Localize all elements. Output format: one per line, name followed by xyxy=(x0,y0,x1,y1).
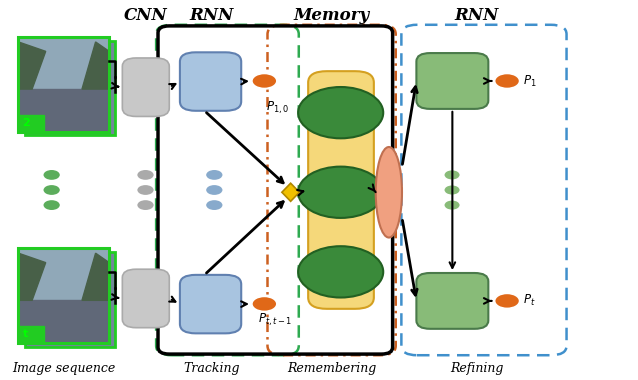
Circle shape xyxy=(206,170,223,180)
Text: $P_1$: $P_1$ xyxy=(523,73,537,89)
Circle shape xyxy=(252,73,277,89)
Ellipse shape xyxy=(376,147,402,238)
Text: Refining: Refining xyxy=(450,361,504,375)
Bar xyxy=(19,300,109,343)
Bar xyxy=(19,249,109,300)
Circle shape xyxy=(206,200,223,210)
FancyBboxPatch shape xyxy=(25,41,115,135)
Text: $P_{1,0}$: $P_{1,0}$ xyxy=(266,100,290,116)
Text: Remembering: Remembering xyxy=(287,361,376,375)
Text: RNN: RNN xyxy=(189,7,234,24)
Circle shape xyxy=(298,166,383,218)
FancyBboxPatch shape xyxy=(417,273,488,329)
Text: $P_{t,t-1}$: $P_{t,t-1}$ xyxy=(258,312,292,328)
Circle shape xyxy=(137,185,154,195)
Circle shape xyxy=(445,170,459,179)
FancyBboxPatch shape xyxy=(122,58,169,116)
Circle shape xyxy=(252,296,277,312)
FancyBboxPatch shape xyxy=(180,275,241,333)
Circle shape xyxy=(445,185,459,195)
Text: CNN: CNN xyxy=(124,7,167,24)
Bar xyxy=(19,326,44,343)
Text: 2: 2 xyxy=(22,118,29,128)
Circle shape xyxy=(298,87,383,138)
Text: Memory: Memory xyxy=(294,7,370,24)
Polygon shape xyxy=(82,253,109,300)
Circle shape xyxy=(445,201,459,210)
Circle shape xyxy=(494,73,519,89)
Polygon shape xyxy=(19,253,46,300)
Circle shape xyxy=(494,293,519,309)
Circle shape xyxy=(206,185,223,195)
FancyBboxPatch shape xyxy=(25,252,115,347)
Circle shape xyxy=(137,170,154,180)
Bar xyxy=(19,89,109,131)
FancyBboxPatch shape xyxy=(122,269,169,328)
FancyBboxPatch shape xyxy=(308,71,374,309)
Polygon shape xyxy=(82,42,109,89)
Bar xyxy=(19,37,109,89)
Text: t: t xyxy=(23,329,28,339)
FancyBboxPatch shape xyxy=(417,53,488,109)
Polygon shape xyxy=(282,183,299,201)
Bar xyxy=(19,114,44,131)
Circle shape xyxy=(137,200,154,210)
Polygon shape xyxy=(19,42,46,89)
Circle shape xyxy=(43,185,60,195)
Circle shape xyxy=(43,170,60,180)
Text: $P_t$: $P_t$ xyxy=(523,293,535,309)
Circle shape xyxy=(43,200,60,210)
Text: Image sequence: Image sequence xyxy=(13,361,115,375)
Circle shape xyxy=(298,246,383,298)
Text: RNN: RNN xyxy=(455,7,500,24)
Text: Tracking: Tracking xyxy=(183,361,239,375)
FancyBboxPatch shape xyxy=(180,52,241,111)
